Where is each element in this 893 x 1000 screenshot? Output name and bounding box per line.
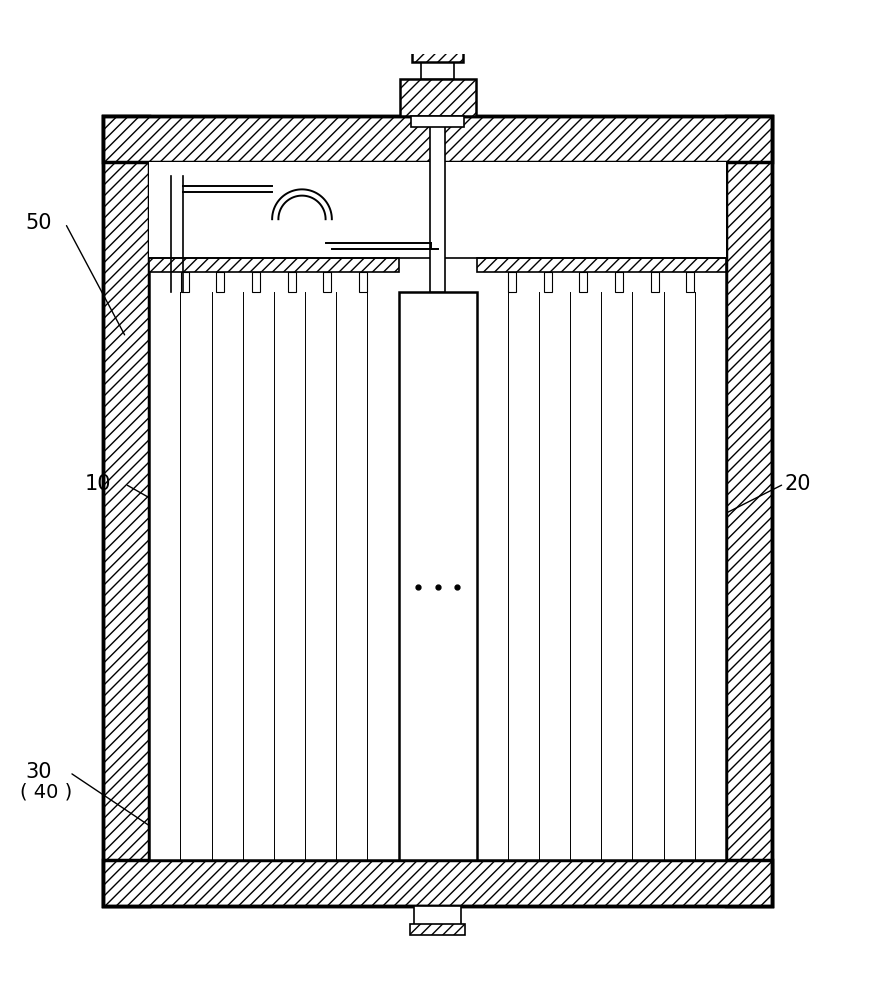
Bar [103,116,149,906]
Bar [726,116,772,906]
Bar [398,292,477,860]
Bar [400,79,475,116]
Bar [216,272,224,292]
Bar [103,116,772,906]
Text: 50: 50 [25,213,52,233]
Bar [149,162,726,258]
Bar [149,162,726,860]
Bar [180,272,188,292]
Bar [421,62,454,79]
Bar [410,924,465,935]
Bar [288,272,296,292]
Bar [103,116,772,162]
Bar [580,272,588,292]
Bar [412,37,463,62]
Bar [687,272,695,292]
Bar [149,258,398,272]
Bar [149,292,398,860]
Bar [651,272,659,292]
Text: 10: 10 [85,474,112,494]
Bar [430,116,445,292]
Bar [477,258,726,272]
Bar [103,860,772,906]
Bar [477,292,726,860]
Bar [359,272,367,292]
Bar [252,272,260,292]
Text: 30: 30 [25,762,52,782]
Text: 20: 20 [784,474,811,494]
Bar [544,272,552,292]
Bar [411,116,464,127]
Bar [414,906,461,926]
Bar [508,272,516,292]
Text: ( 40 ): ( 40 ) [20,783,72,802]
Bar [615,272,623,292]
Bar [477,292,726,860]
Bar [149,292,398,860]
Bar [323,272,331,292]
